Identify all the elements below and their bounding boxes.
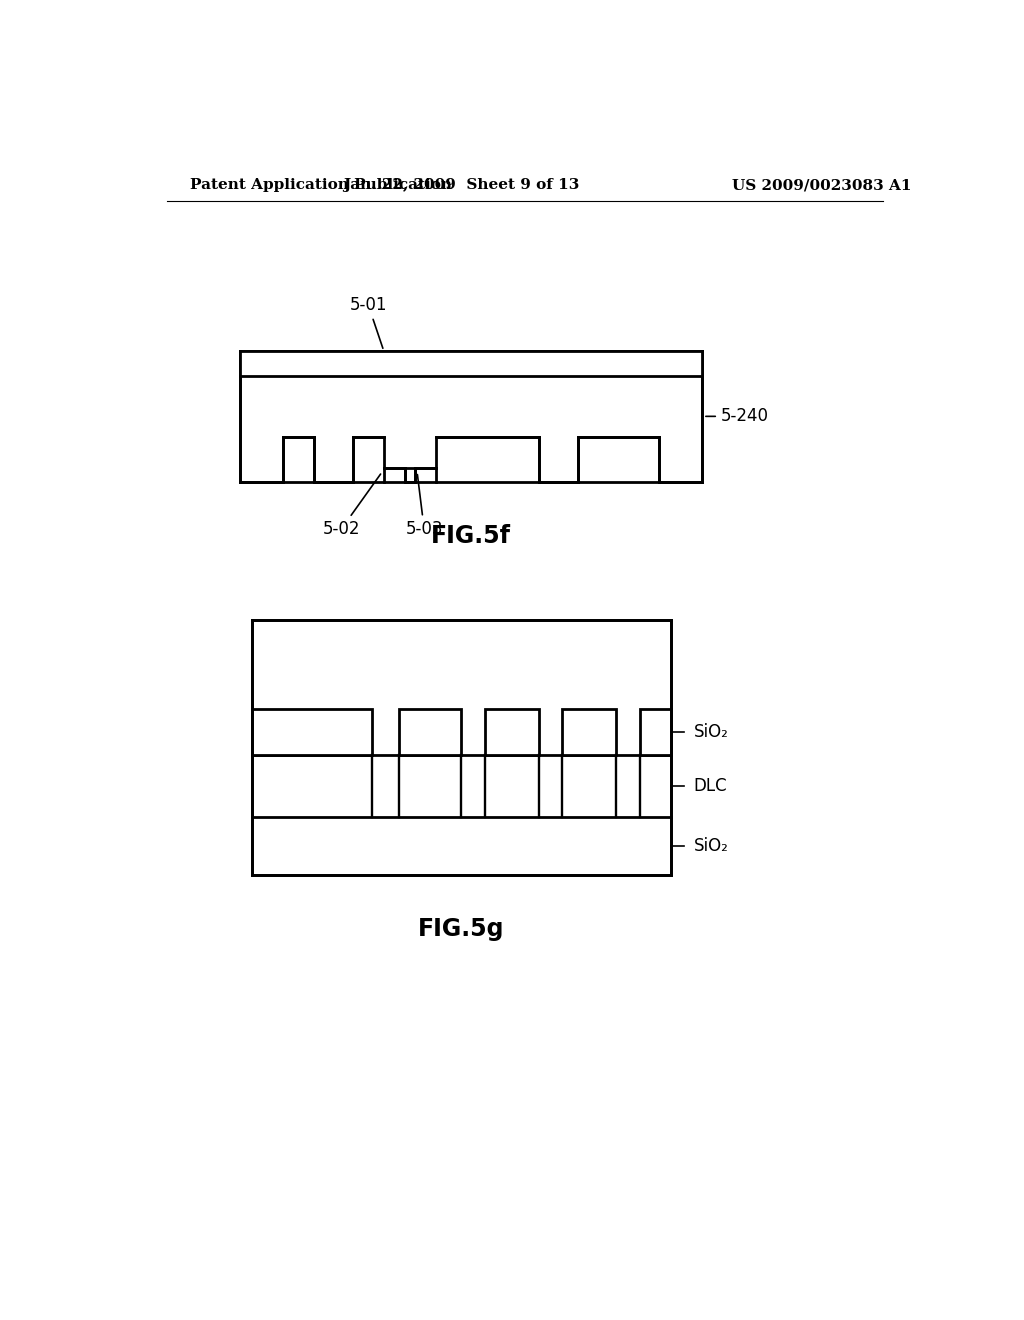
Text: 5-01: 5-01	[349, 296, 387, 348]
Text: SiO₂: SiO₂	[693, 723, 729, 741]
Text: 5-02: 5-02	[323, 474, 381, 539]
Bar	[252, 620, 671, 875]
Text: DLC: DLC	[693, 777, 727, 795]
Text: 5-240: 5-240	[706, 408, 769, 425]
Text: 5-03: 5-03	[406, 475, 443, 539]
Text: FIG.5f: FIG.5f	[431, 524, 511, 548]
Text: FIG.5g: FIG.5g	[418, 917, 505, 941]
Text: Jan. 22, 2009  Sheet 9 of 13: Jan. 22, 2009 Sheet 9 of 13	[343, 178, 580, 193]
Bar	[484, 709, 539, 755]
Text: Patent Application Publication: Patent Application Publication	[190, 178, 452, 193]
Text: SiO₂: SiO₂	[693, 837, 729, 854]
Bar	[562, 709, 616, 755]
Bar	[241, 351, 701, 376]
Bar	[640, 709, 671, 755]
Bar	[252, 709, 372, 755]
Text: US 2009/0023083 A1: US 2009/0023083 A1	[732, 178, 912, 193]
Bar	[399, 709, 461, 755]
Polygon shape	[241, 351, 701, 482]
